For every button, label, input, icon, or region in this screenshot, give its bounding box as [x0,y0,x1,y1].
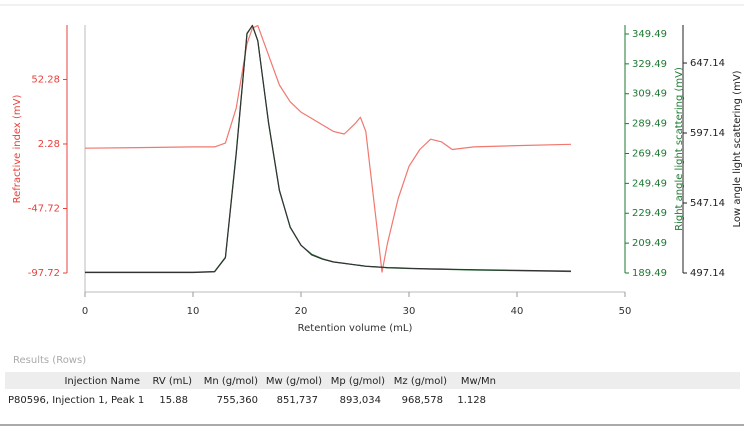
y3-tick-label: 597.14 [690,128,725,139]
y2-tick-label: 249.49 [632,178,667,189]
y2-tick-label: 229.49 [632,208,667,219]
results-label: Results (Rows) [13,355,86,366]
column-header: Mz (g/mol) [394,376,447,387]
x-tick-label: 50 [619,306,632,317]
y3-tick-label: 497.14 [690,268,725,279]
column-header: Mp (g/mol) [331,376,385,387]
y2-tick-label: 349.49 [632,29,667,40]
y-tick-label: 52.28 [31,74,60,85]
y2-tick-label: 329.49 [632,59,667,70]
x-axis-label: Retention volume (mL) [298,323,413,334]
column-header: Injection Name [64,376,140,387]
x-tick-label: 0 [82,306,88,317]
y3-tick-label: 547.14 [690,198,725,209]
series-line [84,25,572,273]
x-tick-label: 30 [403,306,416,317]
y3-axis-label: Low angle light scattering (mV) [732,70,743,227]
y2-tick-label: 289.49 [632,119,667,130]
table-cell: 1.128 [457,395,486,406]
y2-axis-label: Right angle light scattering (mV) [674,67,685,231]
column-header: Mw/Mn [461,376,496,387]
y-axis-label: Refractive index (mV) [12,95,23,204]
table-header-bg [5,372,740,389]
table-cell: P80596, Injection 1, Peak 1 [8,395,144,406]
x-tick-label: 40 [511,306,524,317]
column-header: Mw (g/mol) [266,376,322,387]
x-tick-label: 20 [295,306,308,317]
column-header: Mn (g/mol) [204,376,258,387]
table-cell: 968,578 [402,395,443,406]
table-cell: 15.88 [159,395,188,406]
y-tick-label: -47.72 [28,203,60,214]
table-cell: 755,360 [217,395,258,406]
table-cell: 893,034 [340,395,381,406]
y2-tick-label: 309.49 [632,89,667,100]
table-cell: 851,737 [277,395,318,406]
x-tick-label: 10 [187,306,200,317]
y2-tick-label: 269.49 [632,148,667,159]
y2-tick-label: 209.49 [632,238,667,249]
y-tick-label: -97.72 [28,268,60,279]
y3-tick-label: 647.14 [690,58,725,69]
y-tick-label: 2.28 [38,139,60,150]
y2-tick-label: 189.49 [632,268,667,279]
column-header: RV (mL) [152,376,192,387]
series-line [85,24,572,274]
series-line [85,25,572,273]
